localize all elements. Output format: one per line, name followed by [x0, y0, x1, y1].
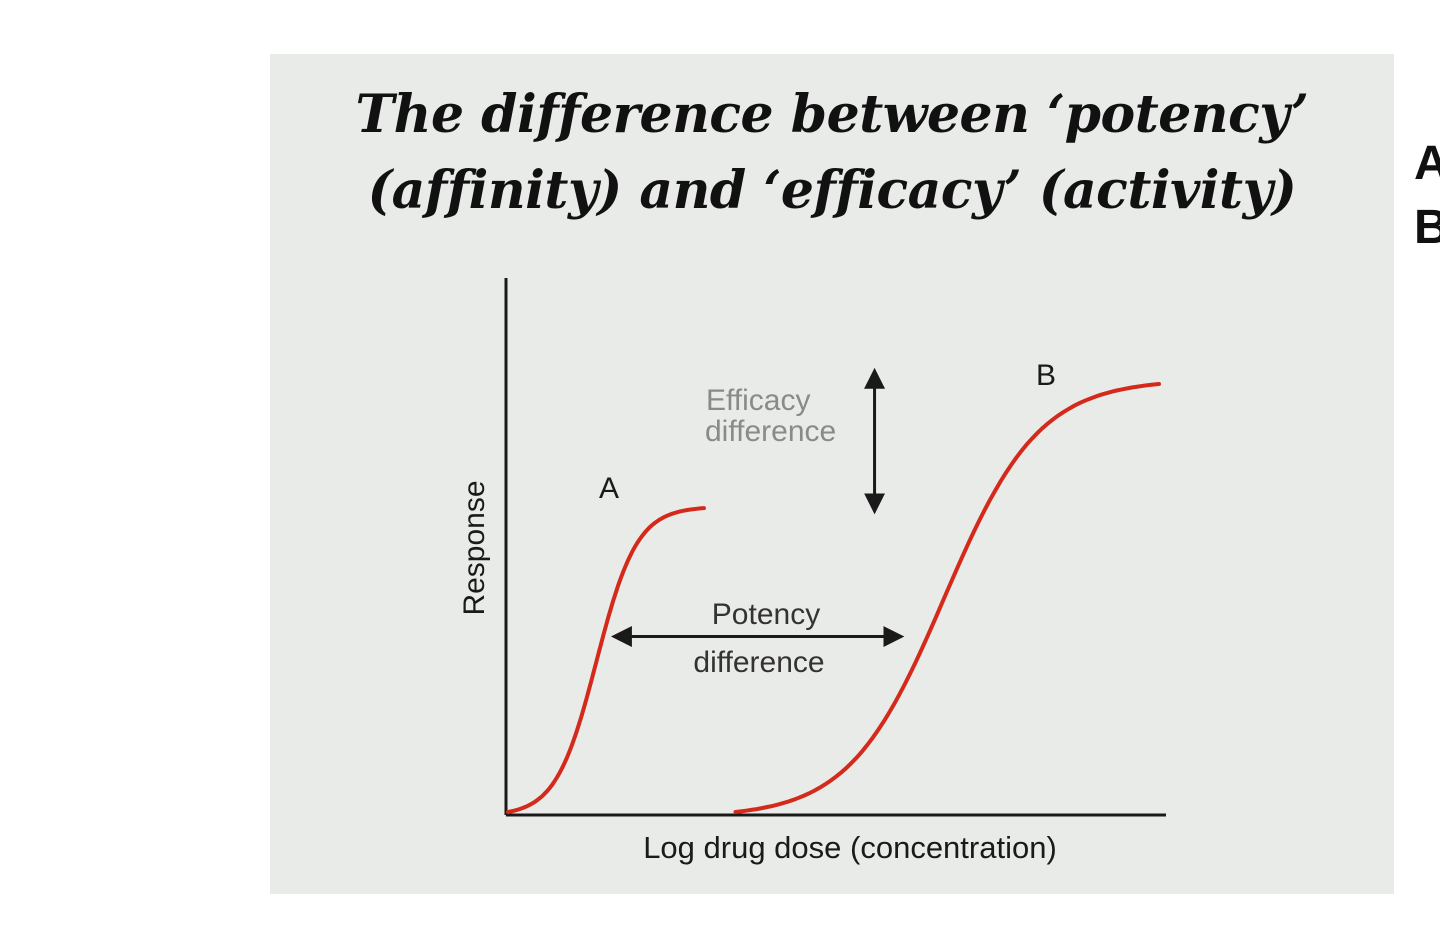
potency-label-line-2: difference: [693, 646, 824, 679]
potency-label-line-1: Potency: [712, 598, 820, 631]
chart-title-line-2: (affinity) and ‘efficacy’ (activity): [367, 160, 1297, 221]
chart-title-line-1: The difference between ‘potency’: [355, 84, 1309, 145]
figure-panel: The difference between ‘potency’ (affini…: [270, 54, 1394, 894]
x-axis-label: Log drug dose (concentration): [643, 830, 1057, 865]
series-a-label: A: [599, 472, 619, 505]
efficacy-label-line-2: difference: [705, 415, 836, 448]
series-b-curve: [733, 382, 1161, 814]
side-label-b: B: [1414, 201, 1440, 254]
series-b-label: B: [1036, 359, 1056, 392]
efficacy-label-line-1: Efficacy: [706, 384, 811, 417]
y-axis-label: Response: [458, 480, 491, 615]
side-label-a: A: [1414, 137, 1440, 190]
cropped-side-labels: A B: [1414, 132, 1440, 260]
series-a-curve: [506, 506, 706, 814]
